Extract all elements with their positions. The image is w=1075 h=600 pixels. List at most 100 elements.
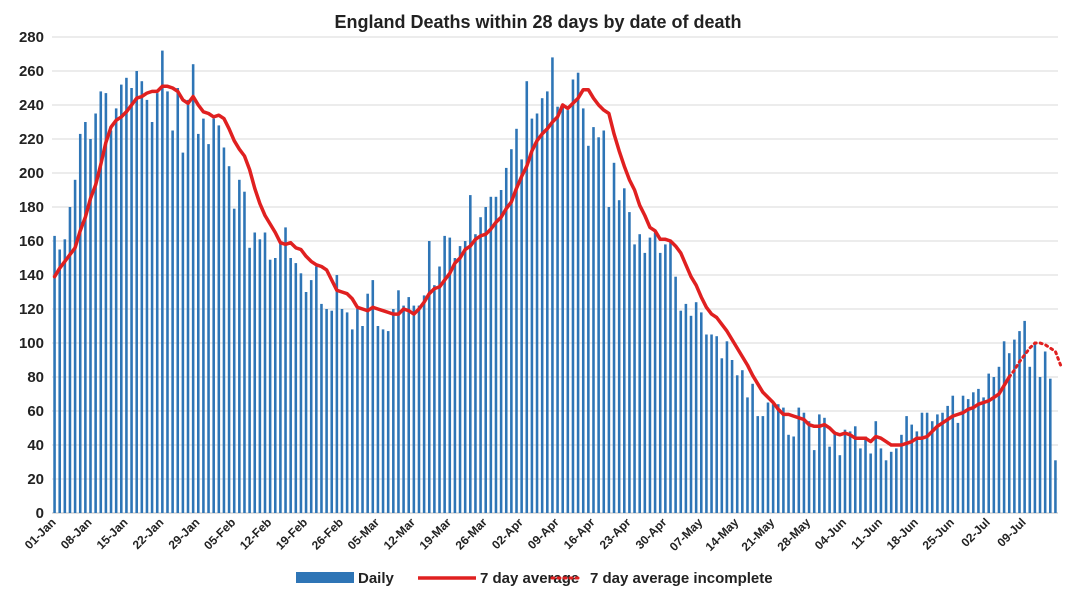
daily-bar bbox=[135, 71, 138, 513]
x-tick-label: 29-Jan bbox=[166, 515, 203, 552]
daily-bar bbox=[94, 113, 97, 513]
daily-bar bbox=[725, 341, 729, 513]
daily-bar bbox=[289, 258, 292, 513]
legend-swatch-daily bbox=[296, 572, 354, 583]
daily-bar bbox=[320, 303, 323, 513]
daily-bar bbox=[63, 239, 67, 514]
daily-bar bbox=[756, 416, 760, 513]
y-tick-label: 120 bbox=[19, 301, 44, 318]
chart-title: England Deaths within 28 days by date of… bbox=[334, 12, 741, 32]
daily-bar bbox=[263, 232, 267, 513]
daily-bar bbox=[258, 239, 262, 514]
daily-bar bbox=[705, 334, 708, 513]
daily-bar bbox=[823, 417, 826, 513]
daily-bar bbox=[540, 98, 544, 513]
daily-bar bbox=[1018, 331, 1021, 513]
x-tick-label: 28-May bbox=[775, 515, 814, 554]
daily-bar bbox=[1023, 320, 1026, 513]
x-tick-label: 07-May bbox=[667, 515, 706, 554]
daily-bar bbox=[592, 127, 595, 513]
daily-bar bbox=[309, 280, 313, 513]
y-axis: 0 20 40 60 80 100 120 140 160 180 200 220 240 260 280 bbox=[19, 29, 44, 522]
daily-bar bbox=[776, 404, 780, 513]
daily-bar bbox=[345, 312, 349, 513]
daily-bar bbox=[1007, 353, 1011, 513]
daily-bar bbox=[417, 305, 421, 513]
daily-bar bbox=[202, 118, 205, 513]
daily-bar bbox=[268, 259, 272, 513]
y-tick-label: 60 bbox=[27, 403, 44, 420]
x-tick-label: 02-Jul bbox=[958, 515, 992, 549]
daily-bar bbox=[248, 247, 251, 514]
daily-bar bbox=[571, 79, 575, 513]
daily-bar bbox=[576, 72, 580, 513]
daily-bar bbox=[238, 179, 241, 514]
daily-bar bbox=[510, 149, 513, 513]
daily-bar bbox=[1049, 378, 1052, 513]
daily-bar bbox=[853, 426, 857, 513]
daily-bar bbox=[299, 273, 303, 513]
daily-bar bbox=[628, 212, 631, 513]
daily-bar bbox=[232, 208, 236, 513]
y-tick-label: 40 bbox=[27, 437, 44, 454]
daily-bar bbox=[638, 234, 641, 513]
x-tick-label: 23-Apr bbox=[597, 515, 634, 552]
x-tick-label: 26-Mar bbox=[453, 515, 490, 552]
daily-bar bbox=[227, 166, 231, 513]
daily-bar bbox=[792, 436, 795, 513]
daily-bar bbox=[479, 217, 482, 513]
daily-bar bbox=[84, 122, 87, 513]
y-tick-label: 20 bbox=[27, 471, 44, 488]
daily-bar bbox=[381, 329, 385, 513]
daily-bar bbox=[294, 263, 298, 513]
daily-bar bbox=[761, 416, 765, 513]
daily-bar bbox=[910, 424, 914, 513]
daily-bar bbox=[735, 375, 739, 513]
daily-bar bbox=[869, 453, 872, 513]
daily-bar bbox=[900, 434, 903, 513]
legend-label-avg: 7 day average bbox=[480, 570, 579, 587]
daily-bar bbox=[356, 309, 359, 513]
average-lines bbox=[52, 84, 1063, 447]
daily-bar bbox=[587, 145, 590, 514]
x-tick-label: 19-Feb bbox=[273, 515, 310, 552]
daily-bar bbox=[448, 237, 452, 513]
daily-bar bbox=[304, 292, 308, 513]
x-tick-label: 21-May bbox=[739, 515, 778, 554]
daily-bar bbox=[720, 358, 724, 513]
daily-bar bbox=[114, 108, 118, 514]
daily-bar bbox=[617, 200, 621, 513]
daily-bar bbox=[284, 227, 287, 513]
y-tick-label: 140 bbox=[19, 267, 44, 284]
daily-bar bbox=[279, 242, 282, 513]
daily-bar bbox=[864, 436, 867, 513]
x-tick-label: 08-Jan bbox=[58, 515, 95, 552]
daily-bar bbox=[920, 412, 924, 513]
daily-bar bbox=[802, 412, 806, 513]
daily-bar bbox=[78, 133, 82, 513]
daily-bar bbox=[843, 429, 847, 513]
y-tick-label: 280 bbox=[19, 29, 44, 46]
daily-bar bbox=[715, 336, 718, 513]
daily-bar bbox=[315, 266, 318, 513]
daily-bar bbox=[689, 315, 693, 513]
y-tick-label: 0 bbox=[36, 505, 44, 522]
daily-bar bbox=[366, 293, 369, 513]
daily-bar bbox=[951, 395, 955, 513]
daily-bar bbox=[253, 232, 257, 513]
daily-bar bbox=[197, 133, 200, 513]
daily-bar bbox=[176, 88, 180, 513]
avg-line bbox=[52, 84, 1011, 447]
x-tick-label: 15-Jan bbox=[94, 515, 131, 552]
daily-bar bbox=[161, 50, 164, 513]
daily-bar bbox=[966, 399, 970, 513]
x-tick-label: 16-Apr bbox=[561, 515, 598, 552]
daily-bar bbox=[977, 388, 980, 513]
daily-bar bbox=[987, 373, 990, 513]
daily-bar bbox=[217, 125, 221, 514]
daily-bar bbox=[936, 414, 939, 513]
daily-bar bbox=[145, 99, 149, 514]
daily-bar bbox=[941, 412, 944, 513]
daily-bar bbox=[73, 179, 77, 514]
